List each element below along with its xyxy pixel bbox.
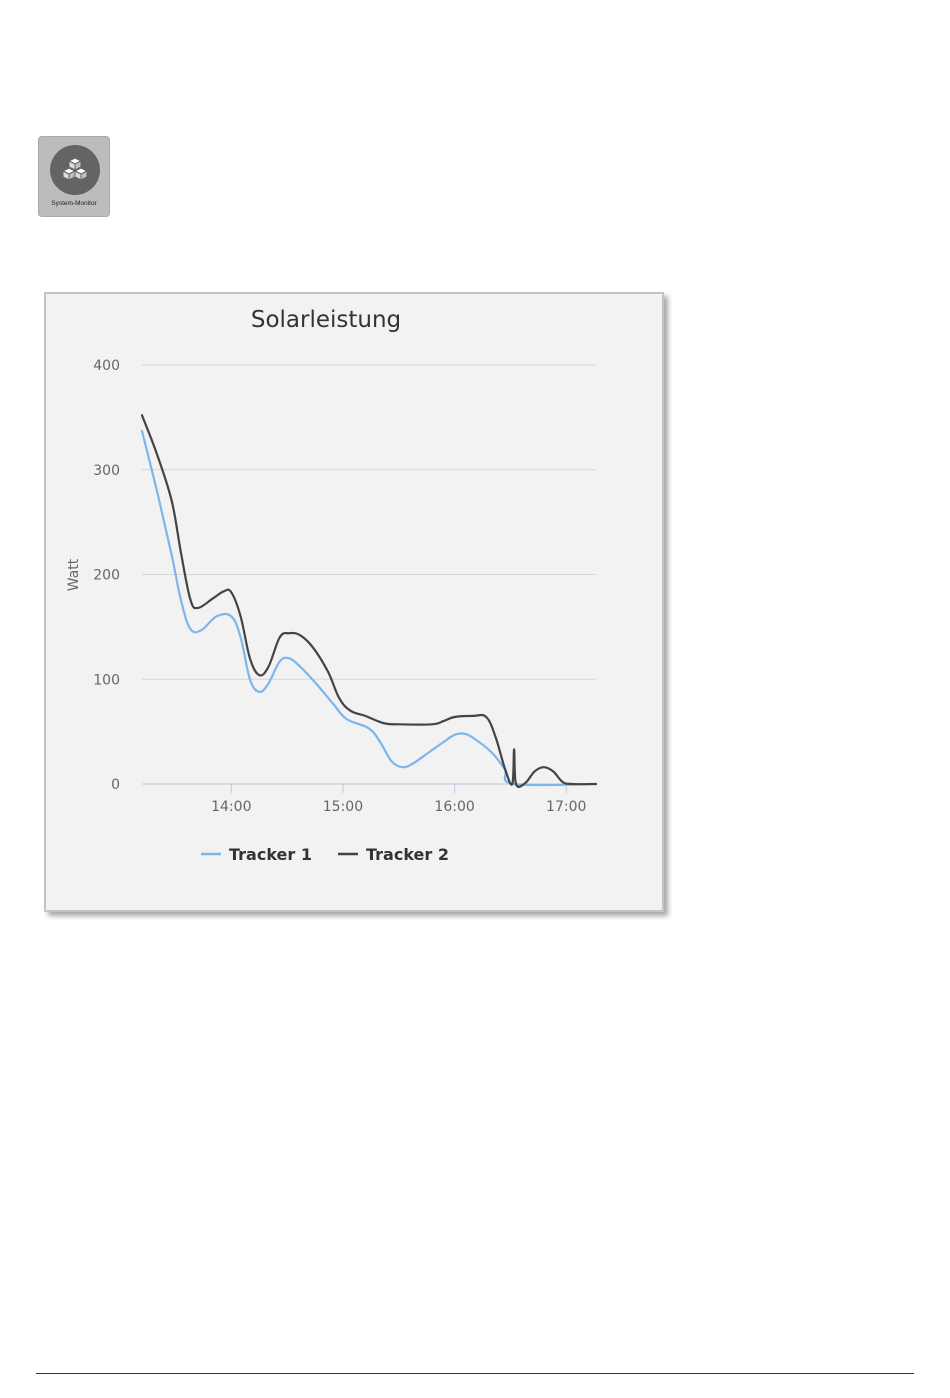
app-icon-label: System-Monitor [51, 200, 97, 207]
series-line-2 [140, 414, 598, 788]
series-lines [140, 414, 598, 788]
solar-power-chart: Solarleistung 0 100 200 300 400 14:00 15:00 16… [44, 292, 664, 912]
y-tick-label: 100 [93, 672, 120, 688]
x-tick-label: 17:00 [546, 799, 586, 815]
y-tick-label: 200 [93, 568, 120, 584]
legend: Tracker 1 Tracker 2 [201, 845, 449, 864]
y-tick-label: 300 [93, 463, 120, 479]
footer-divider [36, 1373, 914, 1374]
chart-title: Solarleistung [251, 307, 401, 333]
legend-label-1[interactable]: Tracker 1 [229, 845, 312, 864]
cubes-icon [50, 145, 100, 195]
y-axis: 0 100 200 300 400 [93, 358, 120, 793]
x-tick-label: 16:00 [434, 799, 474, 815]
gridlines [142, 364, 596, 785]
x-tick-label: 15:00 [323, 799, 363, 815]
legend-label-2[interactable]: Tracker 2 [366, 845, 449, 864]
x-tick-label: 14:00 [211, 799, 251, 815]
system-monitor-app-icon[interactable]: System-Monitor [38, 136, 110, 217]
series-line-1 [140, 429, 598, 787]
y-axis-label: Watt [66, 558, 82, 591]
chart-canvas: Solarleistung 0 100 200 300 400 14:00 15:00 16… [66, 307, 598, 864]
x-axis: 14:00 15:00 16:00 17:00 [211, 784, 586, 815]
y-tick-label: 0 [111, 777, 120, 793]
y-tick-label: 400 [93, 358, 120, 374]
